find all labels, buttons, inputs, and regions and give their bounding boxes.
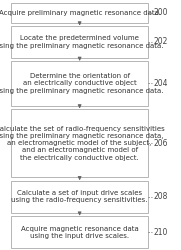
Text: Calculate a set of input drive scales
using the radio-frequency sensitivities.: Calculate a set of input drive scales us… [11, 190, 148, 203]
Text: 200: 200 [154, 8, 168, 17]
Text: 206: 206 [154, 139, 168, 148]
Text: Calculate the set of radio-frequency sensitivities
using the preliminary magneti: Calculate the set of radio-frequency sen… [0, 126, 165, 161]
Text: 204: 204 [154, 79, 168, 88]
FancyBboxPatch shape [11, 109, 148, 178]
Text: Acquire preliminary magnetic resonance data.: Acquire preliminary magnetic resonance d… [0, 10, 161, 16]
Text: 210: 210 [154, 228, 168, 237]
Text: Locate the predetermined volume
using the preliminary magnetic resonance data.: Locate the predetermined volume using th… [0, 35, 164, 49]
Text: Determine the orientation of
an electrically conductive object
using the prelimi: Determine the orientation of an electric… [0, 73, 164, 94]
FancyBboxPatch shape [11, 216, 148, 248]
Text: Acquire magnetic resonance data
using the input drive scales.: Acquire magnetic resonance data using th… [21, 226, 138, 239]
Text: 202: 202 [154, 38, 168, 46]
FancyBboxPatch shape [11, 181, 148, 213]
FancyBboxPatch shape [11, 3, 148, 23]
Text: 208: 208 [154, 192, 168, 201]
FancyBboxPatch shape [11, 26, 148, 58]
FancyBboxPatch shape [11, 61, 148, 106]
